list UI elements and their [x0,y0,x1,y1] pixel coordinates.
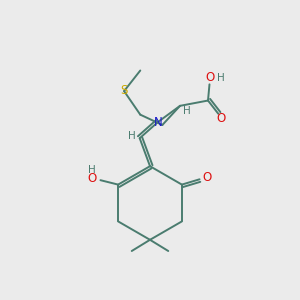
Text: H: H [88,165,96,175]
Text: O: O [206,71,215,84]
Text: H: H [183,106,190,116]
Text: N: N [154,116,162,128]
Text: S: S [120,84,127,97]
Text: O: O [216,112,225,125]
Text: H: H [217,73,224,83]
Text: O: O [203,171,212,184]
Text: O: O [88,172,97,185]
Text: H: H [128,131,135,141]
